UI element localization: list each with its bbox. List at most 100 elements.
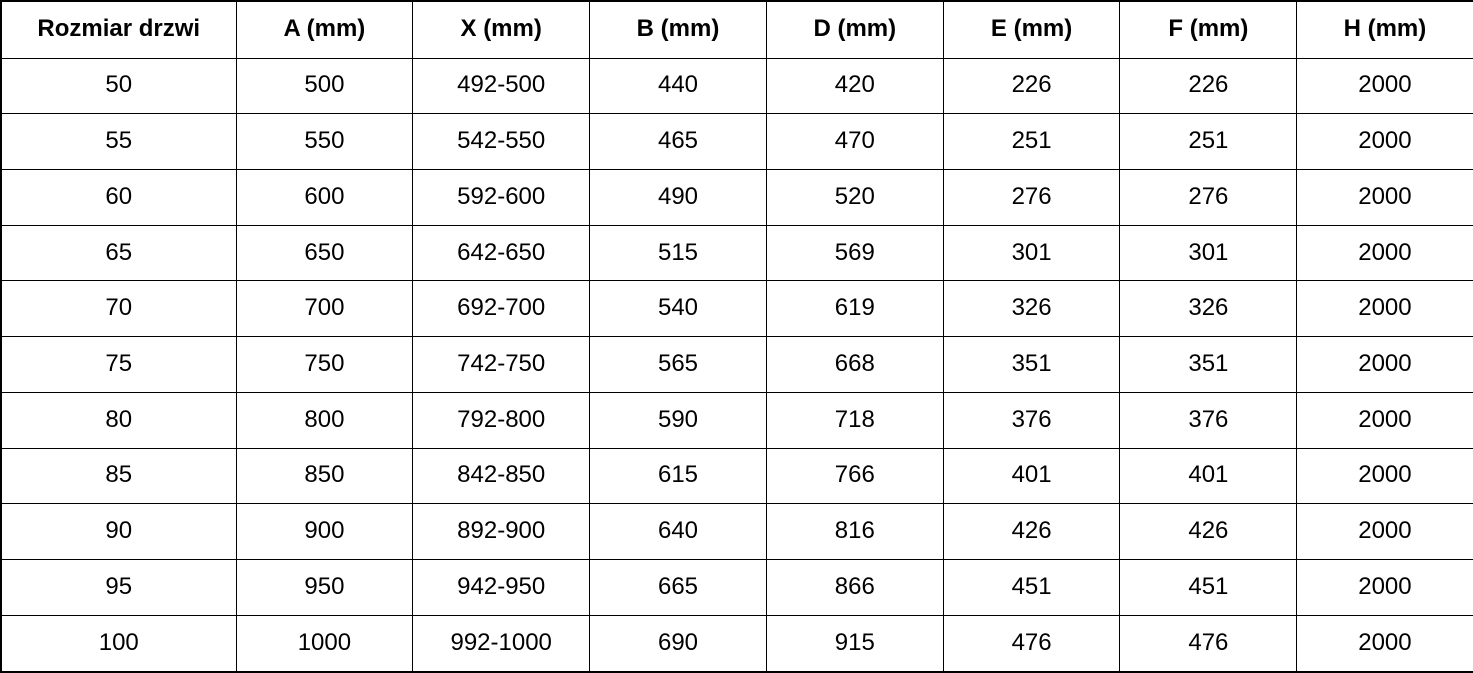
table-cell: 800 [235, 391, 414, 449]
table-cell: 550 [235, 113, 414, 170]
table-cell: 565 [589, 336, 767, 393]
table-cell: 942-950 [412, 558, 591, 616]
column-header: D (mm) [765, 0, 944, 59]
column-header: E (mm) [942, 0, 1121, 59]
column-header: F (mm) [1119, 0, 1298, 59]
table-cell: 426 [1119, 503, 1298, 560]
table-cell: 90 [0, 503, 237, 560]
table-cell: 50 [0, 57, 237, 115]
column-header: X (mm) [412, 0, 591, 59]
table-cell: 276 [1119, 168, 1298, 226]
table-row: 75 750 742-750 565 668 351 351 2000 [0, 336, 1473, 393]
table-cell: 65 [0, 224, 237, 282]
table-cell: 440 [589, 57, 767, 115]
table-cell: 742-750 [412, 336, 591, 393]
column-header: Rozmiar drzwi [0, 0, 237, 59]
table-row: 85 850 842-850 615 766 401 401 2000 [0, 447, 1473, 505]
table-cell: 301 [1119, 224, 1298, 282]
table-cell: 900 [235, 503, 414, 560]
table-cell: 842-850 [412, 447, 591, 505]
table-cell: 540 [589, 280, 767, 338]
table-cell: 700 [235, 280, 414, 338]
table-row: 50 500 492-500 440 420 226 226 2000 [0, 57, 1473, 115]
table-cell: 718 [765, 391, 944, 449]
table-row: 60 600 592-600 490 520 276 276 2000 [0, 168, 1473, 226]
table-cell: 75 [0, 336, 237, 393]
table-cell: 650 [235, 224, 414, 282]
table-row: 65 650 642-650 515 569 301 301 2000 [0, 224, 1473, 282]
table-cell: 376 [942, 391, 1121, 449]
table-cell: 816 [765, 503, 944, 560]
table-row: 70 700 692-700 540 619 326 326 2000 [0, 280, 1473, 338]
table-cell: 100 [0, 614, 237, 673]
table-cell: 465 [589, 113, 767, 170]
table-cell: 750 [235, 336, 414, 393]
table-cell: 476 [942, 614, 1121, 673]
table-cell: 950 [235, 558, 414, 616]
table-cell: 301 [942, 224, 1121, 282]
table-cell: 668 [765, 336, 944, 393]
table-cell: 226 [1119, 57, 1298, 115]
table-cell: 692-700 [412, 280, 591, 338]
table-row: 55 550 542-550 465 470 251 251 2000 [0, 113, 1473, 170]
table-cell: 476 [1119, 614, 1298, 673]
table-row: 100 1000 992-1000 690 915 476 476 2000 [0, 614, 1473, 673]
table-cell: 492-500 [412, 57, 591, 115]
table-cell: 276 [942, 168, 1121, 226]
table-cell: 70 [0, 280, 237, 338]
table-cell: 251 [1119, 113, 1298, 170]
table-cell: 420 [765, 57, 944, 115]
table-cell: 2000 [1296, 168, 1473, 226]
table-cell: 640 [589, 503, 767, 560]
table-cell: 490 [589, 168, 767, 226]
table-cell: 251 [942, 113, 1121, 170]
column-header: A (mm) [235, 0, 414, 59]
table-cell: 426 [942, 503, 1121, 560]
table-cell: 542-550 [412, 113, 591, 170]
table-cell: 2000 [1296, 113, 1473, 170]
table-cell: 95 [0, 558, 237, 616]
table-cell: 80 [0, 391, 237, 449]
table-cell: 866 [765, 558, 944, 616]
table-cell: 892-900 [412, 503, 591, 560]
table-cell: 470 [765, 113, 944, 170]
table-cell: 850 [235, 447, 414, 505]
table-cell: 326 [1119, 280, 1298, 338]
table-cell: 615 [589, 447, 767, 505]
table-row: 80 800 792-800 590 718 376 376 2000 [0, 391, 1473, 449]
table-cell: 1000 [235, 614, 414, 673]
table-cell: 569 [765, 224, 944, 282]
table-cell: 690 [589, 614, 767, 673]
table-cell: 2000 [1296, 224, 1473, 282]
table-cell: 792-800 [412, 391, 591, 449]
table-cell: 85 [0, 447, 237, 505]
table-cell: 351 [942, 336, 1121, 393]
table-cell: 2000 [1296, 447, 1473, 505]
table-cell: 376 [1119, 391, 1298, 449]
table-cell: 665 [589, 558, 767, 616]
table-cell: 2000 [1296, 558, 1473, 616]
table-cell: 766 [765, 447, 944, 505]
column-header: B (mm) [589, 0, 767, 59]
table-cell: 401 [1119, 447, 1298, 505]
table-cell: 500 [235, 57, 414, 115]
table-cell: 592-600 [412, 168, 591, 226]
table-cell: 619 [765, 280, 944, 338]
table-cell: 60 [0, 168, 237, 226]
table-cell: 915 [765, 614, 944, 673]
column-header: H (mm) [1296, 0, 1473, 59]
table-cell: 351 [1119, 336, 1298, 393]
table-cell: 326 [942, 280, 1121, 338]
table-row: 95 950 942-950 665 866 451 451 2000 [0, 558, 1473, 616]
table-cell: 600 [235, 168, 414, 226]
table-cell: 451 [1119, 558, 1298, 616]
table-cell: 226 [942, 57, 1121, 115]
table-cell: 520 [765, 168, 944, 226]
table-cell: 401 [942, 447, 1121, 505]
table-cell: 590 [589, 391, 767, 449]
table-cell: 2000 [1296, 614, 1473, 673]
table-cell: 515 [589, 224, 767, 282]
table-cell: 55 [0, 113, 237, 170]
